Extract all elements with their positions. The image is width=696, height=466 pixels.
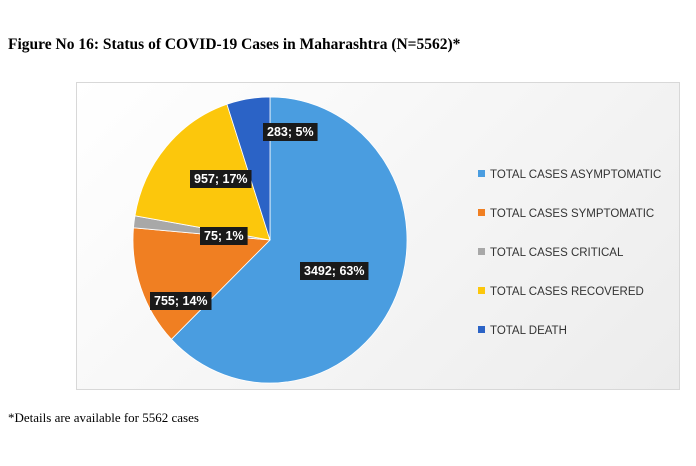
data-label-4: 283; 5% — [267, 125, 314, 139]
legend-swatch-0 — [478, 170, 485, 177]
legend-swatch-2 — [478, 248, 485, 255]
data-label-bg-1 — [150, 292, 212, 310]
data-label-0: 3492; 63% — [304, 264, 364, 278]
legend-entry-3: TOTAL CASES RECOVERED — [490, 286, 644, 298]
data-label-1: 755; 14% — [154, 294, 208, 308]
pie-slice-1 — [132, 227, 271, 340]
pie-slice-0 — [170, 96, 408, 384]
legend-swatch-1 — [478, 209, 485, 216]
legend-swatch-4 — [478, 326, 485, 333]
legend-entry-2: TOTAL CASES CRITICAL — [490, 247, 624, 259]
data-label-3: 957; 17% — [194, 172, 248, 186]
data-label-bg-2 — [200, 227, 248, 245]
data-label-bg-4 — [263, 123, 318, 141]
legend-swatch-3 — [478, 287, 485, 294]
legend-entry-4: TOTAL DEATH — [490, 325, 567, 337]
footnote: *Details are available for 5562 cases — [8, 410, 199, 425]
data-label-bg-3 — [190, 170, 252, 188]
data-label-bg-0 — [300, 262, 369, 280]
pie-slice-4 — [226, 96, 271, 241]
legend-entry-1: TOTAL CASES SYMPTOMATIC — [490, 208, 654, 220]
legend-entry-0: TOTAL CASES ASYMPTOMATIC — [490, 169, 661, 181]
chart-title: Figure No 16: Status of COVID-19 Cases i… — [8, 36, 461, 53]
data-label-2: 75; 1% — [204, 229, 244, 243]
